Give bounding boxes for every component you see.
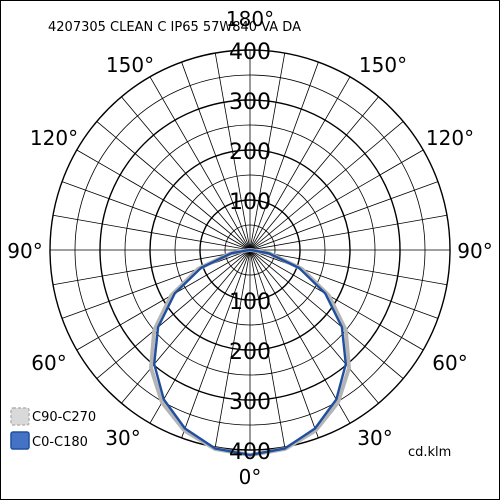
- legend-label-c90-c270: C90-C270: [32, 410, 96, 425]
- angle-label-150-right: 150°: [359, 53, 407, 77]
- chart-labels: 4207305 CLEAN C IP65 57W840 VA DA 180° 1…: [7, 7, 492, 489]
- series-curve-c0-c180: [153, 248, 347, 457]
- radial-label-200-top: 200: [229, 140, 271, 165]
- radial-label-400-bottom: 400: [229, 440, 271, 465]
- intensity-curves: [149, 248, 351, 457]
- angle-label-150-left: 150°: [106, 53, 154, 77]
- legend: C90-C270 C0-C180: [10, 407, 96, 450]
- unit-label: cd.klm: [408, 445, 451, 460]
- grid-ring-350: [74, 74, 426, 426]
- chart-title: 4207305 CLEAN C IP65 57W840 VA DA: [48, 20, 301, 35]
- angle-label-30-right: 30°: [357, 426, 392, 450]
- angle-label-60-left: 60°: [31, 351, 66, 375]
- radial-label-100-top: 100: [229, 190, 271, 215]
- radial-label-200-bottom: 200: [229, 340, 271, 365]
- legend-swatch-c0-c180: [10, 431, 30, 450]
- angle-label-180: 180°: [226, 7, 274, 31]
- angle-label-120-right: 120°: [426, 126, 474, 150]
- grid-ring-300: [99, 99, 401, 401]
- grid-ring-400: [49, 49, 451, 451]
- legend-swatch-c90-c270: [10, 407, 30, 426]
- grid-ring-200: [149, 149, 351, 351]
- angle-label-90-left: 90°: [7, 239, 42, 263]
- angle-label-0: 0°: [239, 465, 262, 489]
- grid-ring-50: [224, 224, 276, 276]
- radial-label-300-top: 300: [229, 90, 271, 115]
- grid-ring-250: [124, 124, 376, 376]
- angle-label-30-left: 30°: [105, 426, 140, 450]
- radial-label-400-top: 400: [229, 40, 271, 65]
- legend-label-c0-c180: C0-C180: [32, 435, 88, 450]
- angle-label-90-right: 90°: [457, 239, 492, 263]
- radial-label-100-bottom: 100: [229, 290, 271, 315]
- radial-label-300-bottom: 300: [229, 390, 271, 415]
- angle-label-60-right: 60°: [432, 351, 467, 375]
- angle-label-120-left: 120°: [30, 126, 78, 150]
- grid-ring-150: [174, 174, 326, 326]
- grid-ring-100: [199, 199, 301, 301]
